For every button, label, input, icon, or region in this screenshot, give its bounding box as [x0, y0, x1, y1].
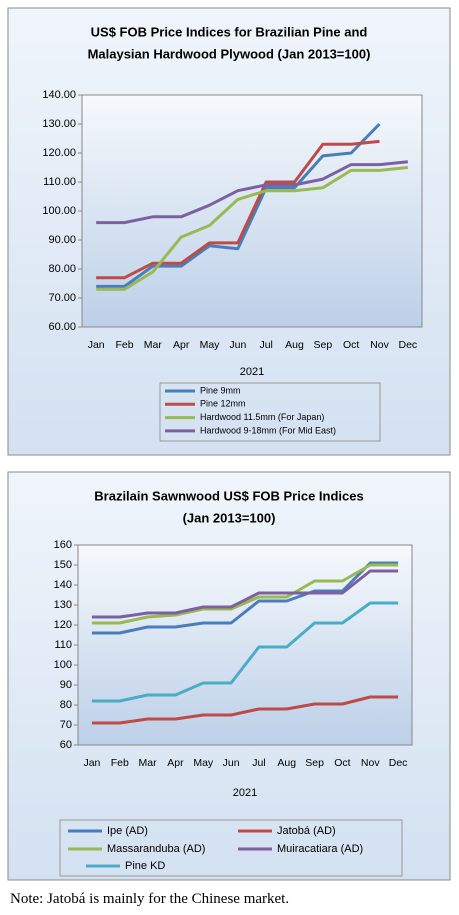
- y-tick-label: 60: [60, 739, 72, 751]
- legend-label: Pine 9mm: [200, 385, 241, 395]
- x-tick-label: Jun: [229, 339, 246, 351]
- series-line: [96, 166, 408, 291]
- x-tick-label: Sep: [313, 339, 332, 351]
- x-tick-label: Feb: [115, 339, 133, 351]
- y-tick-label: 90: [60, 679, 72, 691]
- x-tick-label: Jun: [223, 757, 240, 769]
- x-tick-label: Dec: [389, 757, 408, 769]
- chart-title: US$ FOB Price Indices for Brazilian Pine…: [91, 24, 368, 39]
- y-tick-label: 110.00: [43, 176, 76, 188]
- y-tick-label: 120: [54, 619, 72, 631]
- x-tick-label: Nov: [370, 339, 389, 351]
- legend-label: Pine 12mm: [200, 399, 246, 409]
- x-axis-label: 2021: [233, 787, 257, 799]
- x-tick-label: May: [193, 757, 214, 769]
- y-tick-label: 120.00: [42, 147, 76, 159]
- y-tick-label: 130: [54, 599, 72, 611]
- legend-label: Massaranduba (AD): [107, 843, 205, 855]
- y-tick-label: 90.00: [48, 234, 76, 246]
- legend-label: Pine KD: [125, 860, 165, 872]
- y-tick-label: 80: [60, 699, 72, 711]
- y-tick-label: 140: [54, 579, 72, 591]
- series-line: [96, 160, 408, 225]
- y-tick-label: 150: [54, 559, 72, 571]
- x-tick-label: Sep: [305, 757, 324, 769]
- series-line: [91, 569, 399, 619]
- y-tick-label: 100: [54, 659, 72, 671]
- y-tick-label: 70.00: [48, 292, 76, 304]
- y-tick-label: 70: [60, 719, 72, 731]
- y-tick-label: 100.00: [42, 205, 76, 217]
- y-tick-label: 60.00: [48, 321, 76, 333]
- plot-area: [77, 544, 413, 746]
- chart-title: Brazilain Sawnwood US$ FOB Price Indices: [94, 488, 363, 503]
- chart-title: (Jan 2013=100): [183, 510, 276, 525]
- legend-label: Jatobá (AD): [277, 825, 336, 837]
- x-tick-label: Oct: [343, 339, 359, 351]
- charts: US$ FOB Price Indices for Brazilian Pine…: [7, 7, 451, 881]
- legend-box: [159, 382, 381, 442]
- chart-title: Malaysian Hardwood Plywood (Jan 2013=100…: [88, 46, 371, 61]
- x-tick-label: Nov: [361, 757, 380, 769]
- series-line: [96, 122, 381, 288]
- x-tick-label: Apr: [173, 339, 190, 351]
- y-tick-label: 130.00: [42, 118, 76, 130]
- x-tick-label: Mar: [139, 757, 158, 769]
- series-line: [91, 601, 399, 703]
- x-tick-label: Jan: [83, 757, 100, 769]
- legend-label: Hardwood 9-18mm (For Mid East): [200, 425, 336, 435]
- y-tick-label: 160: [54, 539, 72, 551]
- y-tick-label: 110: [54, 639, 72, 651]
- x-tick-label: Feb: [111, 757, 129, 769]
- x-tick-label: Oct: [334, 757, 350, 769]
- x-tick-label: Jan: [88, 339, 105, 351]
- x-tick-label: Aug: [285, 339, 304, 351]
- x-tick-label: Dec: [398, 339, 417, 351]
- x-tick-label: Jul: [259, 339, 272, 351]
- legend-label: Muiracatiara (AD): [277, 843, 363, 855]
- x-tick-label: May: [200, 339, 221, 351]
- series-line: [91, 563, 399, 625]
- legend-label: Hardwood 11.5mm (For Japan): [200, 412, 324, 422]
- x-tick-label: Mar: [144, 339, 163, 351]
- x-tick-label: Aug: [277, 757, 296, 769]
- x-tick-label: Jul: [252, 757, 265, 769]
- note: Note: Jatobá is mainly for the Chinese m…: [10, 891, 290, 907]
- series-line: [91, 561, 399, 635]
- series-line: [91, 695, 399, 725]
- legend-label: Ipe (AD): [107, 825, 148, 837]
- x-axis-label: 2021: [240, 366, 264, 378]
- y-tick-label: 140.00: [42, 89, 76, 101]
- y-tick-label: 80.00: [48, 263, 76, 275]
- x-tick-label: Apr: [167, 757, 184, 769]
- legend-box: [59, 819, 403, 877]
- series-line: [96, 139, 380, 280]
